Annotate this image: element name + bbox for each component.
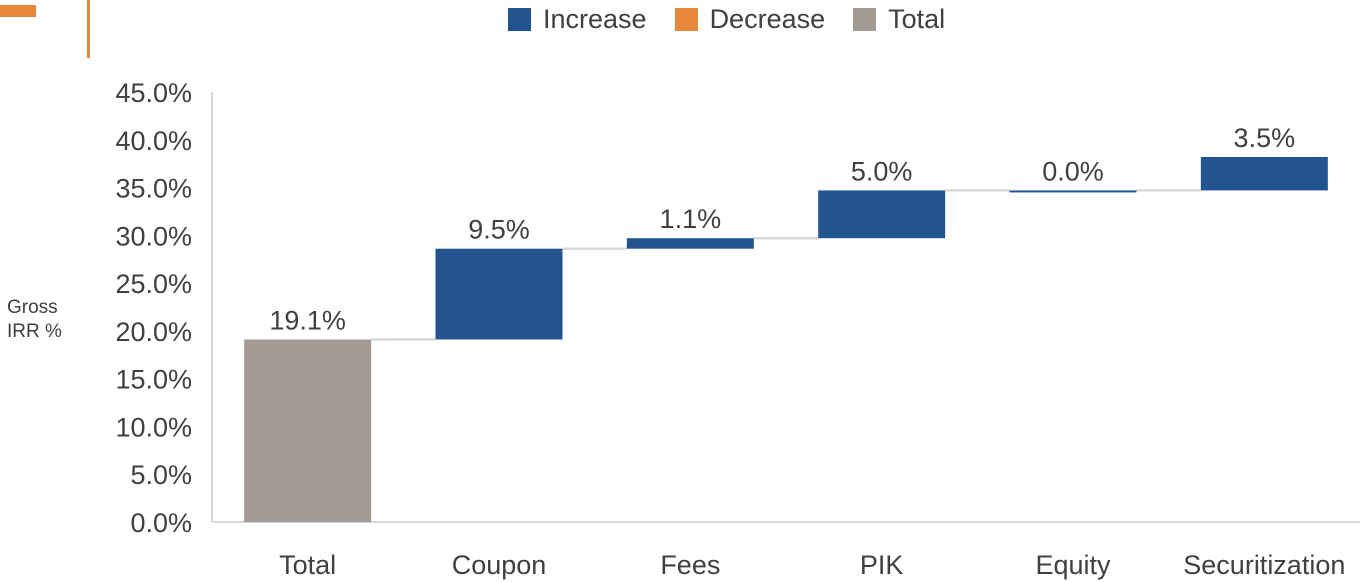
x-tick-label: PIK — [860, 550, 904, 580]
data-label: 1.1% — [660, 204, 722, 234]
legend-label-increase: Increase — [543, 4, 647, 34]
bar-fees — [626, 238, 754, 249]
y-tick-label: 15.0% — [115, 365, 192, 395]
y-tick-label: 30.0% — [115, 221, 192, 251]
bar-securitization — [1200, 156, 1328, 191]
data-label: 9.5% — [468, 215, 530, 245]
y-tick-label: 40.0% — [115, 126, 192, 156]
y-tick-label: 25.0% — [115, 269, 192, 299]
data-label: 5.0% — [851, 156, 913, 186]
y-tick-label: 45.0% — [115, 78, 192, 108]
legend-label-total: Total — [888, 4, 946, 34]
x-tick-label: Fees — [660, 550, 720, 580]
y-axis-label-line-2: IRR % — [7, 321, 62, 342]
x-tick-label: Securitization — [1183, 550, 1345, 580]
bar-equity — [1009, 190, 1137, 193]
y-axis-label-line-1: Gross — [7, 297, 58, 318]
legend-label-decrease: Decrease — [709, 4, 826, 34]
decorative-orange-line — [87, 0, 90, 58]
legend-item-increase: Increase — [508, 4, 647, 35]
chart-legend: Increase Decrease Total — [508, 4, 973, 35]
legend-swatch-increase — [508, 8, 531, 31]
legend-item-decrease: Decrease — [674, 4, 826, 35]
data-label: 3.5% — [1234, 123, 1296, 153]
legend-swatch-decrease — [674, 8, 698, 31]
y-tick-label: 0.0% — [130, 508, 192, 538]
y-tick-label: 35.0% — [115, 174, 192, 204]
y-axis-label: Gross IRR % — [7, 296, 62, 344]
bar-total — [244, 339, 372, 522]
x-tick-label: Coupon — [452, 550, 547, 580]
y-tick-label: 10.0% — [115, 412, 192, 442]
bar-coupon — [435, 248, 563, 340]
legend-swatch-total — [853, 8, 877, 31]
x-tick-label: Equity — [1035, 550, 1111, 580]
y-tick-label: 5.0% — [130, 460, 192, 490]
x-tick-label: Total — [279, 550, 336, 580]
legend-item-total: Total — [853, 4, 945, 35]
data-label: 19.1% — [269, 305, 346, 335]
data-label: 0.0% — [1042, 156, 1104, 186]
bar-pik — [818, 190, 946, 239]
decorative-orange-dash — [0, 5, 36, 17]
y-tick-label: 20.0% — [115, 317, 192, 347]
